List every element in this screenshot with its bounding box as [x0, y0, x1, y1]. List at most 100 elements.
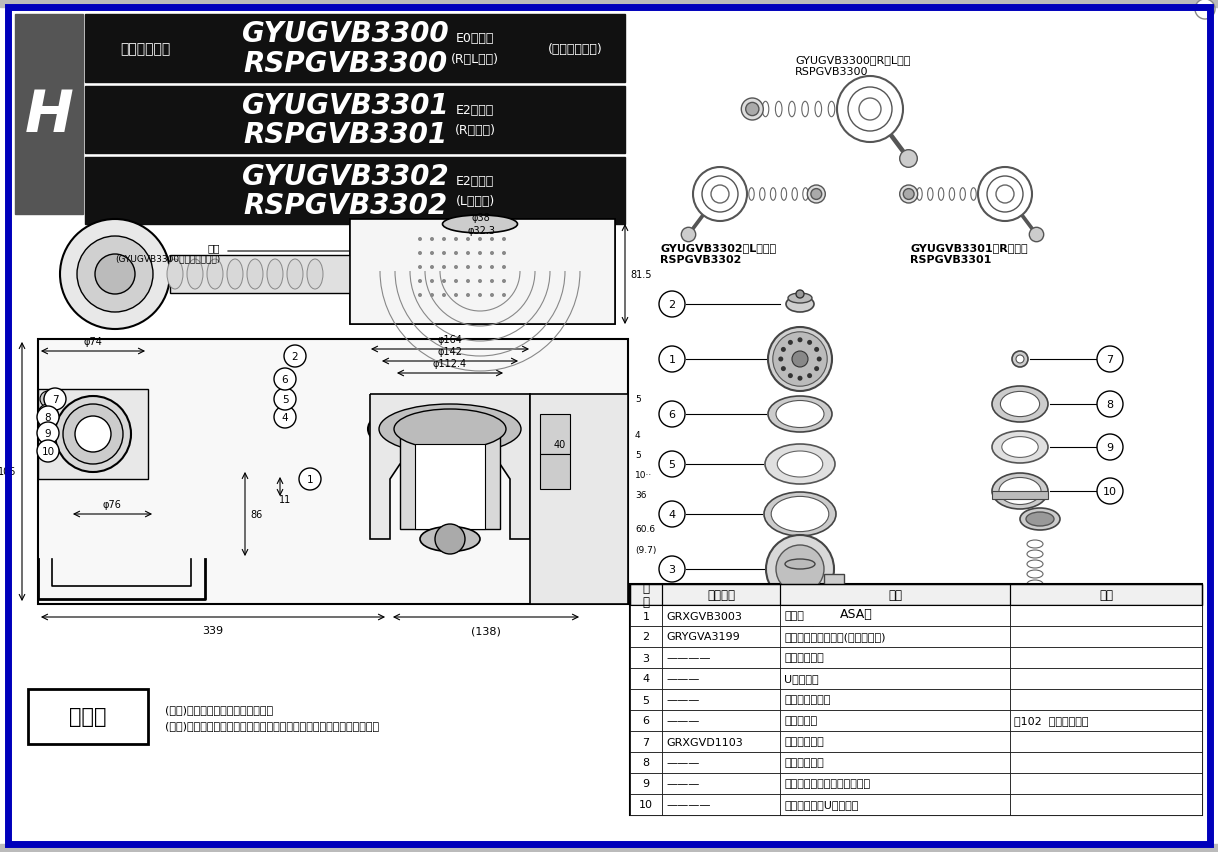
Text: (転がしタイプ): (転がしタイプ)	[548, 43, 603, 55]
Text: 5: 5	[635, 451, 641, 460]
Ellipse shape	[1019, 509, 1060, 531]
Circle shape	[466, 251, 470, 256]
Circle shape	[900, 151, 917, 168]
Bar	[780, 605, 1010, 626]
Text: 9: 9	[642, 779, 649, 789]
Text: 7: 7	[1106, 354, 1113, 365]
Text: ———: ———	[666, 694, 699, 705]
Ellipse shape	[780, 619, 820, 640]
Circle shape	[745, 103, 759, 117]
Circle shape	[781, 348, 786, 353]
Text: ———: ———	[666, 674, 699, 683]
Circle shape	[817, 357, 822, 362]
Circle shape	[659, 291, 685, 318]
Circle shape	[788, 374, 793, 378]
Text: 11: 11	[279, 494, 291, 504]
Text: 3: 3	[669, 564, 676, 574]
Ellipse shape	[267, 260, 283, 290]
Bar	[1010, 668, 1202, 689]
Text: (注２)アロー品番の設定のないものはトラップごとの手配になります。: (注２)アロー品番の設定のないものはトラップごとの手配になります。	[164, 720, 379, 730]
Bar	[0, 0, 1218, 8]
Text: 枠蓋: 枠蓋	[207, 243, 220, 253]
Text: 8: 8	[642, 757, 649, 768]
Text: 8: 8	[45, 412, 51, 423]
Circle shape	[454, 251, 458, 256]
Circle shape	[77, 237, 153, 313]
Text: φ32.3: φ32.3	[466, 226, 495, 236]
Bar	[663, 648, 780, 668]
Ellipse shape	[786, 622, 814, 636]
Ellipse shape	[777, 452, 822, 477]
Bar	[38, 389, 149, 480]
Text: 339: 339	[202, 625, 224, 636]
Circle shape	[769, 328, 832, 392]
Bar	[630, 773, 663, 794]
Text: 5: 5	[635, 395, 641, 404]
Bar	[630, 689, 663, 711]
Text: 4: 4	[635, 430, 641, 439]
Text: RSPGVB3302: RSPGVB3302	[660, 255, 742, 265]
Text: トラップ本体: トラップ本体	[784, 653, 823, 663]
Bar	[630, 711, 663, 731]
Circle shape	[1097, 435, 1123, 460]
Circle shape	[37, 440, 58, 463]
Circle shape	[659, 347, 685, 372]
Text: RSPGVB3300: RSPGVB3300	[242, 50, 447, 78]
Circle shape	[502, 279, 505, 284]
Circle shape	[808, 341, 812, 345]
Text: 排水フランジスベリパッキン: 排水フランジスベリパッキン	[784, 779, 870, 789]
Bar	[1010, 773, 1202, 794]
Text: 1: 1	[643, 611, 649, 621]
Text: 10··: 10··	[635, 470, 653, 479]
Ellipse shape	[368, 400, 532, 459]
Ellipse shape	[207, 260, 223, 290]
Circle shape	[284, 346, 306, 367]
Bar	[780, 773, 1010, 794]
Ellipse shape	[991, 387, 1047, 423]
Circle shape	[418, 238, 421, 242]
Text: φ74: φ74	[84, 337, 102, 347]
Circle shape	[1029, 228, 1044, 243]
Text: 5: 5	[281, 394, 289, 405]
Text: GRXGVB3003: GRXGVB3003	[666, 611, 742, 621]
Circle shape	[477, 279, 482, 284]
Text: 部品品番: 部品品番	[706, 589, 734, 602]
Text: ———: ———	[666, 757, 699, 768]
Bar	[663, 731, 780, 752]
Circle shape	[418, 251, 421, 256]
Bar	[663, 605, 780, 626]
Circle shape	[418, 266, 421, 270]
Text: (L勝手用): (L勝手用)	[456, 195, 495, 208]
Circle shape	[44, 389, 66, 411]
Bar	[630, 584, 1202, 815]
Circle shape	[659, 502, 685, 527]
Circle shape	[502, 266, 505, 270]
Circle shape	[781, 366, 786, 371]
Circle shape	[490, 238, 495, 242]
Text: ———: ———	[666, 716, 699, 726]
Text: 10: 10	[41, 446, 55, 457]
Ellipse shape	[991, 431, 1047, 463]
Circle shape	[1016, 355, 1024, 364]
Bar	[530, 394, 628, 604]
Circle shape	[38, 405, 58, 424]
Text: 10: 10	[639, 799, 653, 809]
Ellipse shape	[188, 260, 203, 290]
Text: 8: 8	[1106, 400, 1113, 410]
Bar	[630, 668, 663, 689]
Text: トラップ品番: トラップ品番	[119, 42, 171, 56]
Bar	[630, 794, 663, 815]
Text: RSPGVB3300: RSPGVB3300	[795, 67, 868, 77]
Circle shape	[490, 294, 495, 297]
Circle shape	[298, 469, 322, 491]
Circle shape	[811, 189, 822, 200]
Bar	[780, 584, 1010, 605]
Circle shape	[63, 405, 123, 464]
Circle shape	[742, 99, 764, 121]
Circle shape	[37, 423, 58, 445]
Text: 2: 2	[669, 300, 676, 309]
Text: GYUGVB3300：R・L共用: GYUGVB3300：R・L共用	[795, 55, 910, 65]
Bar	[350, 220, 615, 325]
Circle shape	[1097, 479, 1123, 504]
Circle shape	[798, 377, 803, 381]
